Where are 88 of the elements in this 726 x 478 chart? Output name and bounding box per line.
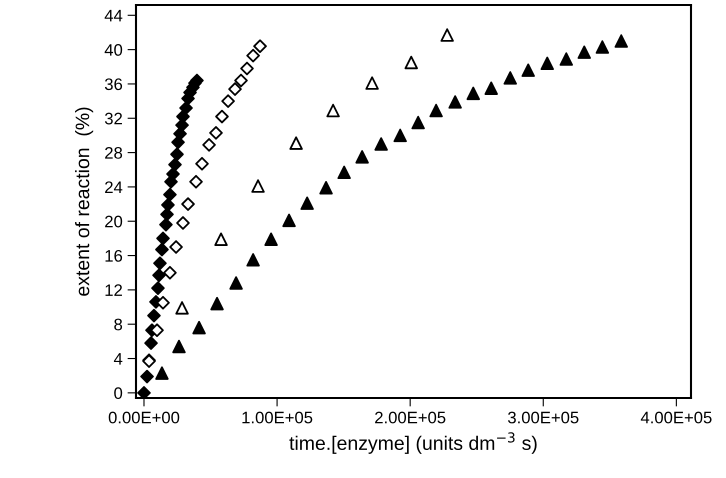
point: [181, 197, 195, 211]
point: [209, 126, 223, 140]
point: [172, 340, 186, 354]
point: [160, 208, 174, 222]
point: [144, 336, 158, 350]
y-axis-title: extent of reaction (%): [75, 108, 94, 296]
x-tick-label: 3.00E+05: [508, 412, 578, 424]
y-tick-label: 8: [114, 318, 122, 330]
point: [253, 39, 267, 53]
point: [175, 301, 189, 315]
x-axis-title: time.[enzyme] (units dm$^{−3}$ s): [289, 432, 537, 454]
point: [147, 308, 161, 322]
point: [192, 320, 206, 334]
point: [140, 370, 154, 384]
point: [163, 188, 177, 202]
point: [596, 40, 610, 54]
point: [156, 232, 170, 246]
point: [228, 82, 242, 96]
point: [251, 179, 265, 193]
point: [150, 323, 164, 338]
point: [404, 56, 418, 70]
point: [365, 76, 379, 90]
point: [214, 232, 228, 246]
point: [210, 296, 224, 310]
point: [229, 276, 243, 290]
point: [153, 256, 167, 270]
point: [168, 158, 182, 172]
point: [176, 216, 190, 230]
point: [179, 101, 193, 115]
point: [319, 181, 333, 194]
point: [614, 34, 628, 48]
point: [326, 104, 340, 118]
y-tick-label: 20: [105, 216, 122, 228]
point: [195, 156, 209, 171]
point: [300, 196, 314, 210]
point: [156, 296, 170, 310]
y-tick-label: 0: [114, 387, 122, 400]
point: [466, 86, 480, 100]
point: [159, 218, 173, 232]
point: [137, 386, 151, 398]
point: [440, 28, 454, 42]
y-tick-label: 32: [104, 112, 122, 124]
point: [504, 71, 517, 85]
y-tick-label: 36: [104, 78, 122, 90]
y-tick-label: 44: [104, 10, 122, 22]
point: [169, 240, 183, 254]
point: [151, 281, 165, 295]
point: [152, 268, 166, 282]
point: [429, 104, 443, 118]
point: [234, 74, 248, 88]
x-tick-label: 1.00E+05: [242, 412, 312, 424]
point: [170, 148, 184, 162]
point: [282, 214, 296, 228]
y-tick-label: 4: [114, 353, 122, 365]
y-tick-label: 16: [106, 250, 122, 262]
x-tick-label: 0.00E+00: [108, 412, 180, 424]
x-tick-label: 2.00E+05: [375, 412, 446, 424]
point: [161, 198, 175, 212]
point: [246, 253, 260, 267]
point: [215, 110, 229, 124]
point: [155, 366, 169, 380]
y-tick-label: 24: [105, 181, 122, 193]
point: [246, 48, 260, 62]
point: [355, 150, 369, 164]
point: [484, 82, 498, 95]
point: [337, 166, 351, 180]
point: [176, 110, 190, 124]
point: [374, 137, 388, 151]
point: [155, 242, 169, 256]
point: [411, 116, 425, 130]
y-tick-label: 28: [105, 146, 122, 159]
point: [221, 94, 235, 108]
y-tick-label: 12: [106, 284, 122, 296]
point: [166, 167, 180, 181]
point: [393, 128, 407, 142]
point: [264, 232, 278, 246]
point: [240, 62, 254, 76]
point: [522, 64, 535, 77]
point: [448, 95, 462, 109]
point: [540, 56, 554, 70]
point: [202, 138, 216, 152]
y-tick-label: 40: [104, 44, 122, 56]
point: [189, 174, 203, 189]
point: [578, 45, 591, 59]
point: [560, 52, 574, 66]
point: [289, 136, 303, 150]
x-tick-label: 4.00E+05: [640, 412, 712, 424]
point: [163, 266, 177, 280]
